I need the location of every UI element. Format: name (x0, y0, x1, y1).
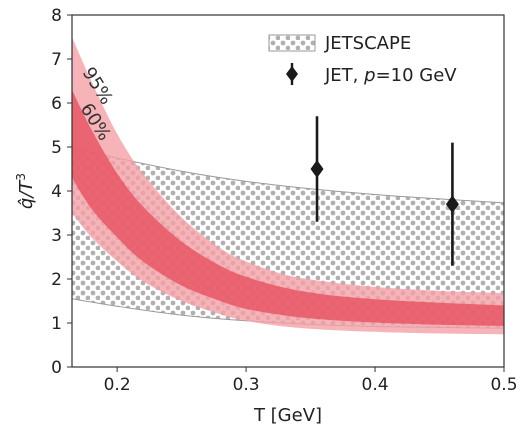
legend-label-jet-var: p (363, 65, 375, 86)
legend-label-jet-suffix: =10 GeV (376, 65, 458, 86)
y-axis-label-sup: 3 (14, 173, 28, 181)
x-tick-label: 0.2 (104, 375, 131, 395)
y-tick-label: 3 (51, 226, 62, 246)
y-tick-label: 4 (51, 182, 62, 202)
y-tick-label: 1 (51, 314, 62, 334)
y-tick-label: 7 (51, 50, 62, 70)
x-axis: 0.2 0.3 0.4 0.5 (104, 367, 518, 395)
jet-point-2-marker (445, 195, 459, 214)
x-tick-label: 0.4 (362, 375, 389, 395)
legend-diamond-icon (286, 66, 298, 82)
legend-label-jetscape: JETSCAPE (324, 33, 411, 54)
x-tick-label: 0.5 (490, 375, 517, 395)
y-tick-label: 6 (51, 94, 62, 114)
legend-swatch-jetscape (268, 34, 316, 52)
jet-data-points (310, 116, 459, 266)
y-tick-label: 5 (51, 138, 62, 158)
y-tick-label: 8 (51, 6, 62, 26)
y-axis-label-main: q̂/T (16, 179, 37, 209)
x-tick-label: 0.3 (233, 375, 260, 395)
legend-label-jet-prefix: JET, (324, 65, 364, 86)
y-tick-label: 2 (51, 270, 62, 290)
band-60-percent (72, 89, 504, 327)
legend: JETSCAPE JET, p=10 GeV (268, 33, 457, 86)
jet-point-1-marker (310, 160, 324, 178)
legend-label-jet: JET, p=10 GeV (324, 65, 457, 86)
y-axis-label: q̂/T3 (14, 173, 37, 209)
plot-area: 95% 60% (71, 14, 505, 368)
y-axis: 0 1 2 3 4 5 6 7 8 (51, 6, 72, 378)
y-tick-label: 0 (51, 358, 62, 378)
x-axis-label: T [GeV] (253, 405, 322, 426)
